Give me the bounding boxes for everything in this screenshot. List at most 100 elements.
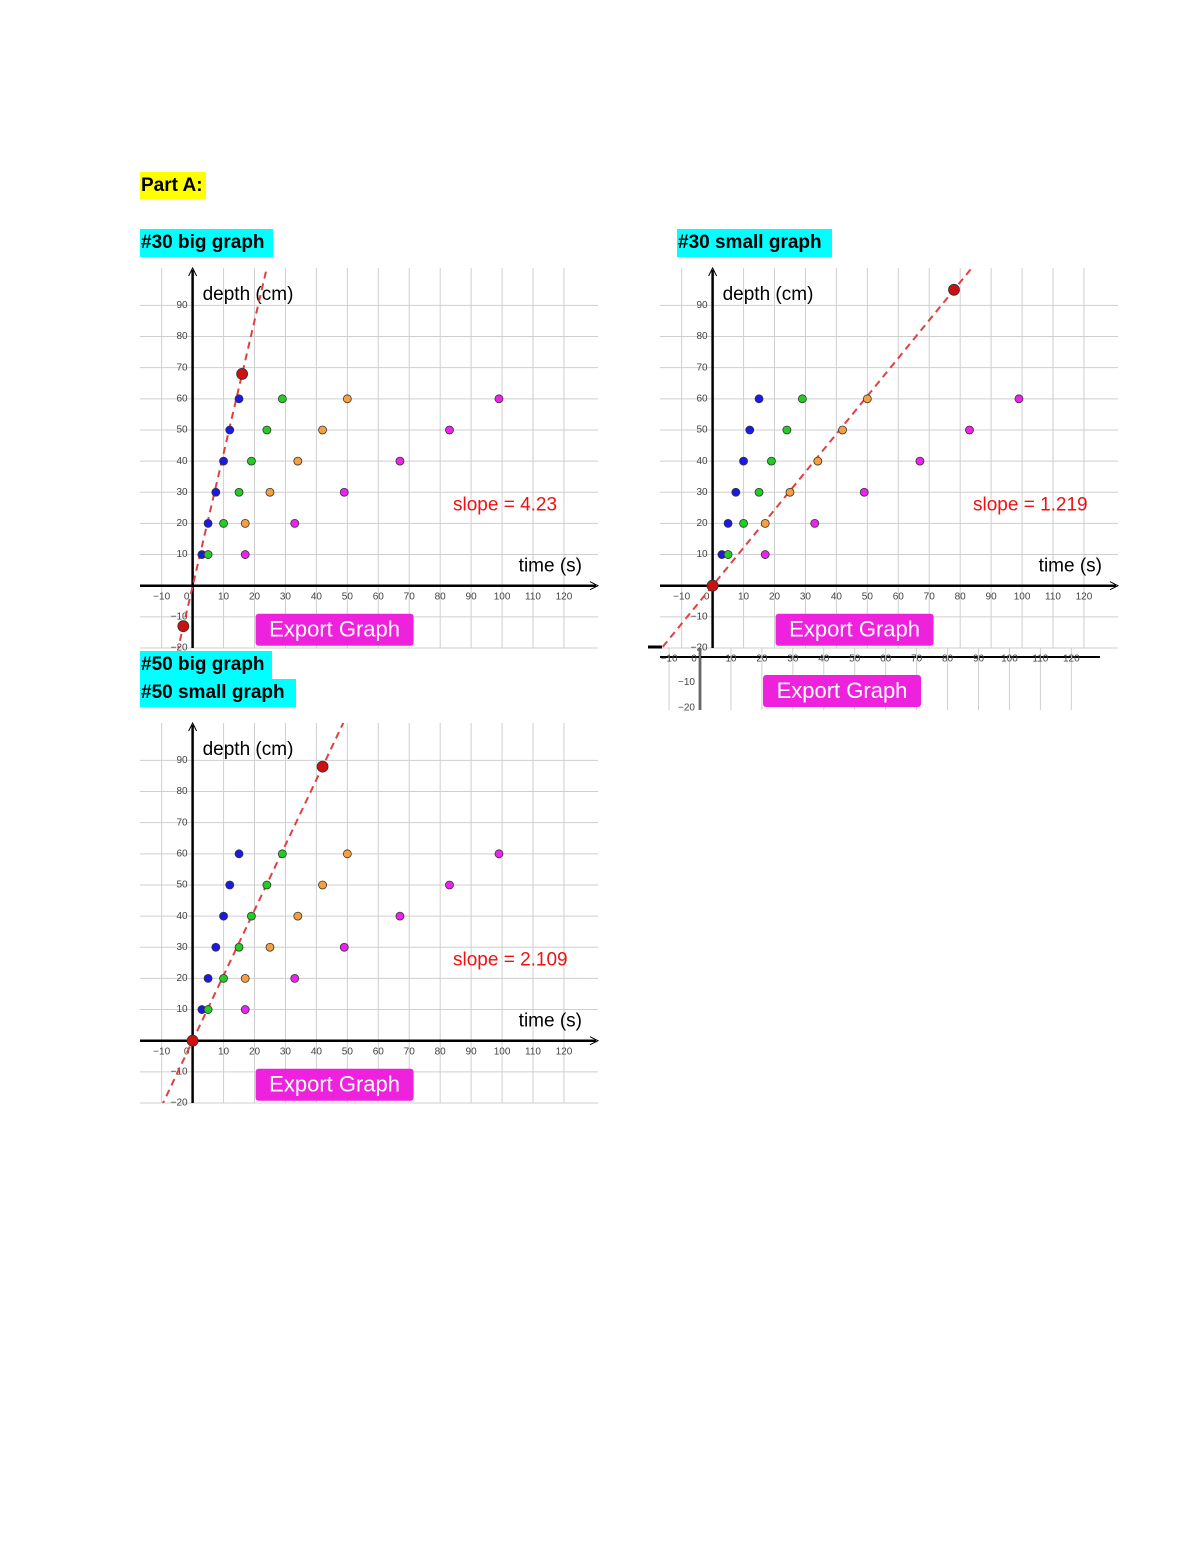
x-tick-label: 120 <box>1076 591 1093 602</box>
export-button[interactable] <box>255 1068 414 1101</box>
x-tick-label: 120 <box>556 1046 573 1057</box>
x-tick-label: 50 <box>849 654 861 665</box>
y-tick-label: 80 <box>176 786 188 797</box>
x-tick-label: 60 <box>373 591 385 602</box>
x-tick-label: 50 <box>342 1046 354 1057</box>
x-tick-label: 80 <box>942 654 954 665</box>
data-point <box>862 394 872 404</box>
y-tick-label: 90 <box>176 300 188 311</box>
y-tick-label: 30 <box>696 487 708 498</box>
x-tick-label: 90 <box>466 1046 478 1057</box>
data-point <box>318 425 327 435</box>
data-point <box>731 487 741 497</box>
export-button[interactable] <box>255 613 414 646</box>
y-tick-label: 80 <box>696 331 708 342</box>
data-point <box>342 849 352 859</box>
trend-line <box>161 723 345 1103</box>
data-point <box>262 425 272 435</box>
y-tick-label: −20 <box>171 643 188 654</box>
x-tick-label: 40 <box>311 1046 323 1057</box>
x-tick-label: 110 <box>1045 591 1061 602</box>
y-axis-label: depth (cm) <box>203 739 294 760</box>
x-tick-label: 30 <box>280 1046 292 1057</box>
x-axis-label: time (s) <box>1039 556 1102 577</box>
annotation: slope = 2.109 <box>453 950 568 971</box>
y-tick-label: 50 <box>176 425 188 436</box>
x-tick-label: 70 <box>924 591 936 602</box>
x-tick-label: 10 <box>218 1046 230 1057</box>
data-point <box>754 394 764 404</box>
x-axis-label: time (s) <box>519 556 582 577</box>
data-point <box>723 550 733 559</box>
y-tick-label: 30 <box>176 942 188 953</box>
x-tick-label: 50 <box>342 591 354 602</box>
data-point <box>177 620 190 633</box>
x-tick-label: 100 <box>1001 654 1018 665</box>
x-tick-label: 110 <box>1032 654 1048 665</box>
x-tick-label: 30 <box>280 591 292 602</box>
highlight <box>140 679 296 707</box>
y-tick-label: −10 <box>171 1066 188 1077</box>
data-point <box>754 487 764 497</box>
highlight <box>140 172 206 199</box>
export-button[interactable] <box>763 675 921 707</box>
data-point <box>225 425 235 435</box>
x-tick-label: 20 <box>756 654 768 665</box>
export-button[interactable] <box>775 613 934 646</box>
data-point <box>948 283 960 296</box>
data-point <box>219 519 228 528</box>
data-point <box>342 394 352 404</box>
x-tick-label: 100 <box>494 591 511 602</box>
export-button-label: Export Graph <box>789 617 920 642</box>
y-tick-label: 60 <box>176 393 188 404</box>
y-tick-label: 50 <box>696 425 708 436</box>
data-point <box>318 880 327 890</box>
data-point <box>745 425 755 435</box>
x-tick-label: 0 <box>184 591 190 602</box>
data-point <box>236 368 249 380</box>
graph: −100102030405060708090100110120−20−10102… <box>648 266 1120 714</box>
y-tick-label: 60 <box>176 848 188 859</box>
x-tick-label: 120 <box>1063 654 1080 665</box>
x-tick-label: 0 <box>691 654 697 665</box>
y-tick-label: −10 <box>678 677 695 688</box>
data-point <box>203 550 213 559</box>
data-point <box>203 1005 213 1014</box>
x-tick-label: 90 <box>973 654 985 665</box>
y-tick-label: 30 <box>176 487 188 498</box>
x-tick-label: 90 <box>986 591 998 602</box>
data-point <box>339 487 349 497</box>
data-point <box>739 519 748 528</box>
y-tick-label: −20 <box>678 703 695 714</box>
x-tick-label: 100 <box>1014 591 1031 602</box>
data-point <box>785 487 795 497</box>
y-tick-label: 40 <box>696 456 708 467</box>
data-point <box>339 942 349 952</box>
data-point <box>265 487 275 497</box>
y-tick-label: 10 <box>176 1004 188 1015</box>
x-tick-label: −10 <box>661 654 678 665</box>
data-point <box>186 1034 199 1047</box>
heading: #30 small graph <box>678 232 822 253</box>
y-tick-label: −10 <box>171 611 188 622</box>
data-point <box>813 456 823 466</box>
x-tick-label: 40 <box>818 654 830 665</box>
data-point <box>240 1005 250 1014</box>
data-point <box>262 880 272 890</box>
x-tick-label: 70 <box>404 1046 416 1057</box>
data-point <box>234 942 244 952</box>
x-tick-label: 20 <box>769 591 781 602</box>
y-tick-label: 70 <box>696 362 708 373</box>
data-point <box>723 519 733 528</box>
data-point <box>277 394 287 404</box>
x-arrow <box>589 581 600 591</box>
export-button-label: Export Graph <box>777 678 908 703</box>
x-tick-label: 10 <box>725 654 737 665</box>
y-tick-label: 70 <box>176 817 188 828</box>
x-tick-label: 10 <box>738 591 750 602</box>
data-point <box>810 519 820 528</box>
graph: −100102030405060708090100110120−20−10102… <box>140 721 600 1109</box>
y-tick-label: 20 <box>696 518 708 529</box>
